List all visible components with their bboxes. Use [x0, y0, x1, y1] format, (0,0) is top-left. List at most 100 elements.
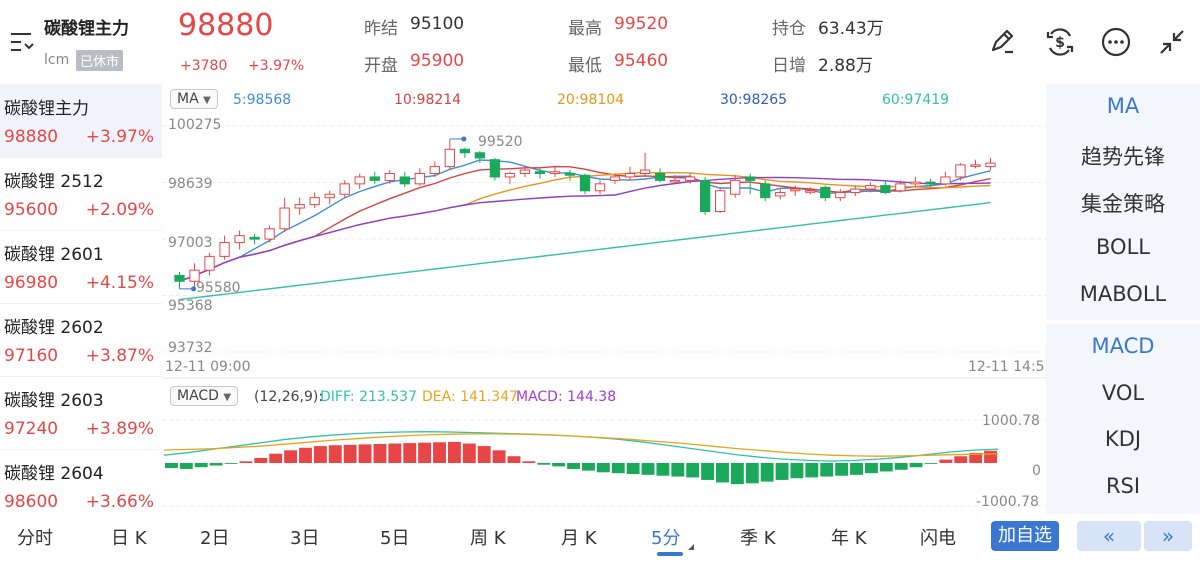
candle-body [174, 274, 185, 282]
macd-bar [701, 463, 715, 480]
stat-value: 95900 [410, 51, 465, 71]
macd-bar [984, 450, 997, 463]
indicator-kdj[interactable]: KDJ [1104, 427, 1142, 451]
currency-exchange-icon[interactable]: $ [1042, 24, 1078, 60]
candle-body [339, 183, 350, 195]
indicator-trend[interactable]: 趋势先锋 [1081, 145, 1165, 169]
tab-week-k[interactable]: 周 K [470, 528, 506, 549]
indicator-macd[interactable]: MACD [1091, 334, 1155, 358]
macd-bar [343, 444, 357, 463]
macd-bar [641, 463, 655, 475]
contract-item-name: 碳酸锂 2603 [4, 391, 104, 411]
ma-label: 20:98104 [557, 92, 625, 108]
contract-item-price: 96980 [4, 273, 59, 293]
contract-item-name: 碳酸锂主力 [4, 99, 89, 119]
macd-dea-line [163, 433, 999, 457]
prev-button[interactable]: « [1077, 521, 1141, 551]
macd-bar [507, 456, 521, 463]
macd-bar [522, 461, 536, 463]
candle-body [234, 235, 245, 244]
candle-body [895, 183, 906, 192]
next-button[interactable]: » [1144, 521, 1192, 551]
collapse-icon[interactable] [1154, 24, 1190, 60]
list-item[interactable]: 碳酸锂 2512 95600 +2.09% [0, 157, 162, 231]
y-axis-label: 97003 [168, 235, 213, 251]
contract-item-name: 碳酸锂 2601 [4, 245, 104, 265]
tab-day-k[interactable]: 日 K [111, 528, 147, 549]
indicator-ma[interactable]: MA [1106, 94, 1140, 118]
stat-label: 昨结 [364, 19, 398, 39]
macd-bar [194, 463, 208, 468]
ma-label: 60:97419 [882, 92, 950, 108]
more-icon[interactable] [1098, 24, 1134, 60]
macd-bar [418, 442, 432, 463]
indicator-rsi[interactable]: RSI [1105, 474, 1141, 498]
add-watchlist-button[interactable]: 加自选 [991, 521, 1059, 551]
tab-year-k[interactable]: 年 K [831, 528, 867, 549]
macd-selector[interactable]: MACD ▼ [170, 386, 239, 406]
indicator-boll[interactable]: BOLL [1096, 235, 1150, 259]
candle-body [429, 166, 440, 174]
list-item[interactable]: 碳酸锂主力 98880 +3.97% [0, 84, 162, 158]
macd-bar [909, 463, 923, 468]
indicator-vol[interactable]: VOL [1101, 381, 1145, 405]
tab-5min[interactable]: 5分 [651, 528, 681, 549]
list-item[interactable]: 碳酸锂 2603 97240 +3.89% [0, 376, 162, 450]
candle-body [534, 171, 546, 174]
tab-selected-indicator [657, 552, 683, 556]
contract-item-price: 98880 [4, 127, 59, 147]
candle-body [594, 183, 606, 192]
contract-item-change: +4.15% [85, 273, 154, 293]
tab-3day[interactable]: 3日 [290, 528, 320, 549]
macd-bar [954, 456, 968, 463]
candle-body [699, 179, 711, 212]
candle-body [985, 162, 996, 168]
macd-y-top: 1000.78 [982, 413, 1040, 429]
tab-timeshare[interactable]: 分时 [17, 528, 53, 549]
menu-toggle-icon[interactable] [8, 30, 36, 54]
indicator-strategy[interactable]: 集金策略 [1081, 192, 1165, 216]
macd-bar [686, 463, 700, 478]
macd-bar [820, 463, 834, 477]
tab-5day[interactable]: 5日 [380, 528, 410, 549]
price-change-pct: +3.97% [248, 58, 305, 74]
list-item[interactable]: 碳酸锂 2601 96980 +4.15% [0, 230, 162, 304]
indicator-maboll[interactable]: MABOLL [1079, 282, 1167, 306]
y-axis-label: 98639 [168, 176, 213, 192]
macd-diff-value: DIFF: 213.537 [320, 389, 417, 405]
candlestick-chart[interactable] [162, 110, 1046, 380]
macd-bar [269, 453, 283, 463]
exchange-code: lcm [44, 52, 70, 68]
price-change: +3780 [180, 58, 228, 74]
high-marker-dot [461, 136, 467, 142]
tab-season-k[interactable]: 季 K [740, 528, 776, 549]
ma30-line [179, 176, 991, 282]
candle-body [474, 152, 486, 159]
contract-item-price: 98600 [4, 492, 59, 512]
candle-body [384, 172, 395, 181]
candle-body [249, 236, 260, 240]
tab-2day[interactable]: 2日 [200, 528, 230, 549]
macd-bar [671, 463, 685, 477]
macd-bar [745, 463, 759, 484]
contract-name: 碳酸锂主力 [44, 19, 129, 39]
macd-bar [403, 443, 417, 463]
candle-body [850, 188, 861, 193]
candle-body [624, 172, 636, 178]
ma-selector[interactable]: MA ▼ [170, 89, 218, 109]
candle-body [609, 176, 621, 181]
list-item[interactable]: 碳酸锂 2604 98600 +3.66% [0, 449, 162, 522]
macd-bar [552, 463, 566, 467]
tab-month-k[interactable]: 月 K [561, 528, 597, 549]
list-item[interactable]: 碳酸锂 2602 97160 +3.87% [0, 303, 162, 377]
svg-text:$: $ [1055, 35, 1065, 51]
candle-body [880, 185, 891, 193]
candle-body [489, 159, 501, 178]
macd-dea-value: DEA: 141.347 [422, 389, 519, 405]
macd-selector-label: MACD [177, 388, 219, 404]
tab-flash[interactable]: 闪电 [920, 528, 956, 549]
ma60-line [179, 201, 991, 301]
macd-bar [388, 443, 402, 463]
macd-chart[interactable] [162, 410, 1046, 514]
draw-pen-icon[interactable] [984, 24, 1020, 60]
